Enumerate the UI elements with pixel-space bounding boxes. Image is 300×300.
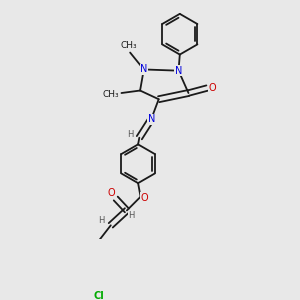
Text: H: H xyxy=(127,130,133,139)
Text: H: H xyxy=(98,216,104,225)
Text: CH₃: CH₃ xyxy=(121,41,137,50)
Text: N: N xyxy=(140,64,148,74)
Text: N: N xyxy=(148,114,155,124)
Text: O: O xyxy=(209,83,216,93)
Text: N: N xyxy=(175,66,182,76)
Text: Cl: Cl xyxy=(94,291,104,300)
Text: O: O xyxy=(107,188,115,198)
Text: O: O xyxy=(140,193,148,202)
Text: H: H xyxy=(128,212,135,220)
Text: CH₃: CH₃ xyxy=(103,90,119,99)
